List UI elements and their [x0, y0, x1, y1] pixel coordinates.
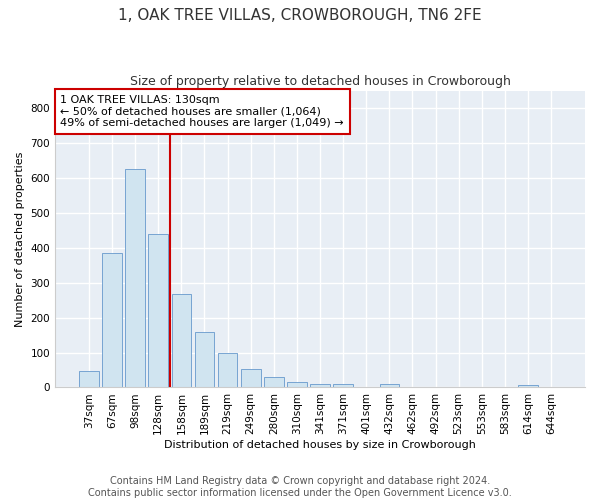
Bar [218, 353, 238, 388]
Text: 1, OAK TREE VILLAS, CROWBOROUGH, TN6 2FE: 1, OAK TREE VILLAS, CROWBOROUGH, TN6 2FE [118, 8, 482, 22]
Bar [148, 234, 168, 388]
Bar [172, 294, 191, 388]
Bar [334, 384, 353, 388]
Bar [310, 384, 330, 388]
Bar [194, 332, 214, 388]
Bar [79, 371, 99, 388]
Title: Size of property relative to detached houses in Crowborough: Size of property relative to detached ho… [130, 75, 511, 88]
Y-axis label: Number of detached properties: Number of detached properties [15, 152, 25, 326]
Bar [125, 169, 145, 388]
Bar [241, 370, 260, 388]
Bar [102, 253, 122, 388]
Bar [287, 382, 307, 388]
Bar [380, 384, 399, 388]
Bar [264, 377, 284, 388]
Text: 1 OAK TREE VILLAS: 130sqm
← 50% of detached houses are smaller (1,064)
49% of se: 1 OAK TREE VILLAS: 130sqm ← 50% of detac… [61, 95, 344, 128]
Bar [518, 384, 538, 388]
X-axis label: Distribution of detached houses by size in Crowborough: Distribution of detached houses by size … [164, 440, 476, 450]
Text: Contains HM Land Registry data © Crown copyright and database right 2024.
Contai: Contains HM Land Registry data © Crown c… [88, 476, 512, 498]
